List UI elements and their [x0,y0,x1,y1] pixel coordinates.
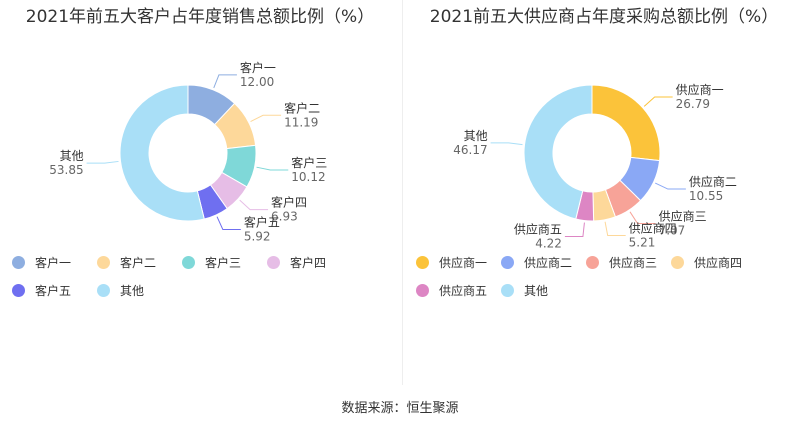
legend-item[interactable]: 供应商二 [501,252,572,272]
legend-item[interactable]: 客户二 [97,252,156,272]
legend-swatch [501,255,514,269]
slice-value-label: 5.92 [244,229,271,243]
slice-label: 其他 [464,129,488,143]
slice-label: 供应商一 [676,82,724,97]
label-leader-line [239,199,269,211]
legend-label: 供应商二 [524,255,573,270]
chart-title: 2021年前五大客户占年度销售总额比例（%） [25,7,375,27]
slice-value-label: 11.19 [284,115,318,129]
slice-value-label: 7.07 [659,224,686,238]
legend-swatch [182,255,195,269]
legend-item[interactable]: 供应商一 [416,252,487,272]
label-leader-line [86,160,119,164]
slice-value-label: 5.21 [629,236,656,250]
slice-label: 客户四 [271,195,307,210]
label-leader-line [564,222,585,238]
slice-label: 客户二 [284,100,320,115]
legend-item[interactable]: 客户四 [267,252,326,272]
legend-label: 客户五 [35,283,72,298]
legend-swatch [97,283,110,297]
slice-value-label: 12.00 [240,75,274,89]
label-leader-line [250,114,282,123]
pie-slice-6[interactable] [523,84,593,220]
slice-value-label: 53.85 [49,163,83,177]
legend-swatch [416,255,429,269]
legend-label: 供应商四 [694,255,743,270]
slice-value-label: 10.55 [689,189,723,203]
legend-swatch [267,255,280,269]
legend-label: 客户三 [205,255,242,270]
pie-slice-6[interactable] [119,84,205,222]
legend-swatch [97,255,110,269]
panel-divider [402,0,403,385]
legend-item[interactable]: 供应商三 [586,252,657,272]
legend-item[interactable]: 客户一 [12,252,71,272]
slice-label: 客户三 [291,155,327,170]
slice-label: 供应商三 [659,209,707,224]
legend-swatch [586,255,599,269]
slice-value-label: 10.12 [291,170,325,184]
legend-label: 供应商一 [439,255,488,270]
data-source: 数据来源：恒生聚源 [341,401,459,416]
legend-item[interactable]: 供应商四 [671,252,742,272]
label-leader-line [629,211,656,225]
supplier-chart-panel: 2021前五大供应商占年度采购总额比例（%） 供应商一 26.79 供应商二 10.5… [404,0,800,385]
legend-swatch [12,283,25,297]
legend-label: 其他 [524,283,549,298]
slice-label: 供应商二 [689,174,737,189]
legend-label: 供应商五 [439,283,488,298]
slice-label: 其他 [60,149,84,163]
label-leader-line [604,221,626,237]
legend-label: 客户四 [290,255,327,270]
legend-swatch [416,283,429,297]
slice-label: 客户一 [240,60,276,75]
label-leader-line [490,142,523,146]
label-leader-line [213,74,237,89]
slice-label: 供应商五 [514,222,562,237]
legend-label: 供应商三 [609,255,658,270]
legend-item[interactable]: 客户五 [12,280,71,300]
legend-swatch [12,255,25,269]
slice-label: 客户五 [244,214,280,229]
legend-item[interactable]: 其他 [97,280,144,300]
customer-chart-panel: 2021年前五大客户占年度销售总额比例（%） 客户一 12.00 客户二 11.19 客… [0,0,400,385]
legend-swatch [671,255,684,269]
legend-item[interactable]: 其他 [501,280,548,300]
slice-value-label: 4.22 [535,237,562,251]
slice-value-label: 6.93 [271,210,298,224]
chart-title: 2021前五大供应商占年度采购总额比例（%） [429,7,779,27]
legend-item[interactable]: 客户三 [182,252,241,272]
slice-value-label: 26.79 [676,97,710,111]
slice-label: 供应商四 [629,221,677,236]
slice-value-label: 46.17 [453,143,487,157]
pie-slice-1[interactable] [591,84,661,162]
label-leader-line [256,166,289,171]
legend-item[interactable]: 供应商五 [416,280,487,300]
legend-label: 其他 [120,283,145,298]
label-leader-line [643,96,673,107]
legend-label: 客户二 [120,255,157,270]
legend-label: 客户一 [35,255,72,270]
label-leader-line [655,182,686,190]
legend-swatch [501,283,514,297]
label-leader-line [216,216,241,230]
